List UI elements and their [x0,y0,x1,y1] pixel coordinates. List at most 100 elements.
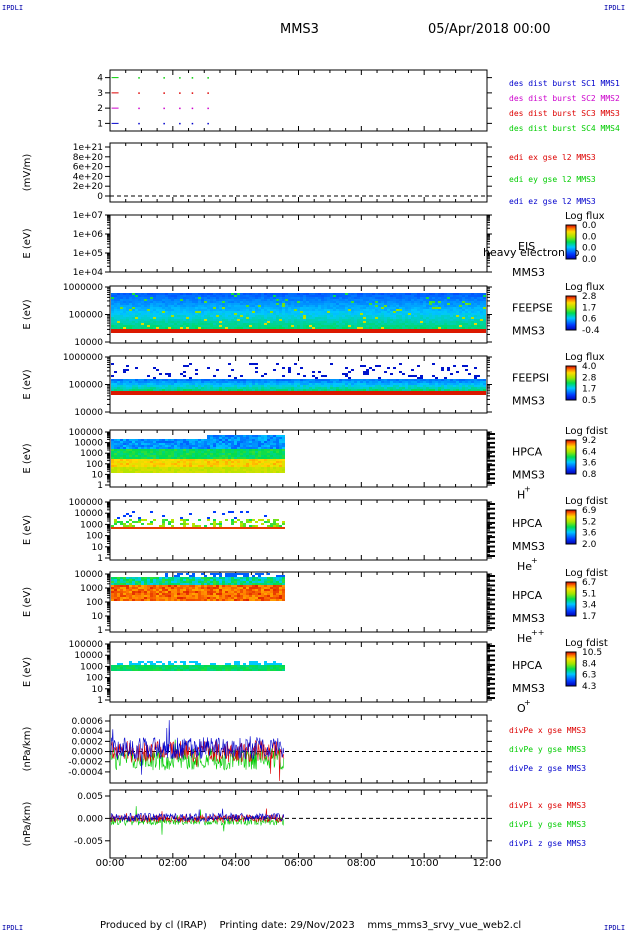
y-tick-label: 100000 [69,498,104,508]
colorbar-tick-label: 6.7 [582,578,596,588]
y-tick-label: 10000 [74,509,103,519]
colorbar-tick-label: 2.0 [582,540,597,550]
burst-mark [179,122,181,125]
colorbar [565,509,577,545]
corner-label: IPDLI [604,924,626,932]
spacecraft-label: MMS3 [512,266,545,279]
x-tick-label: 02:00 [158,858,187,869]
legend-entry: des dist burst SC3 MMS3 [509,109,620,118]
burst-mark [207,107,209,110]
instrument-label: HPCA [512,659,543,672]
y-axis-label: (mV/m) [22,154,33,192]
colorbar [565,439,577,475]
burst-mark [207,122,209,125]
colorbar [565,224,577,260]
colorbar-tick-label: 1.7 [582,303,596,313]
y-tick-label: 10000 [74,651,103,661]
burst-mark [179,92,181,94]
y-tick-label: 100 [86,532,103,542]
colorbar-title: Log fdist [565,568,608,579]
burst-mark [179,107,181,110]
y-tick-label: 1000000 [63,353,103,363]
colorbar-tick-label: 2.8 [582,292,597,302]
panel-frame [109,641,488,703]
species-label: He [517,560,532,573]
x-tick-label: 12:00 [473,858,502,869]
footer-script: mms_mms3_srvy_vue_web2.cl [367,920,522,931]
spectrogram [111,293,486,333]
colorbar-tick-label: 10.5 [582,648,602,658]
instrument-label: HPCA [512,517,543,530]
burst-mark [163,77,165,79]
species-charge: + [524,698,531,707]
x-tick-label: 08:00 [347,858,376,869]
y-tick-label: 10000 [74,338,103,348]
y-tick-label: 4 [97,74,103,84]
colorbar-tick-label: 3.6 [582,529,597,539]
y-axis-label: E (eV) [22,515,33,545]
y-tick-label: -0.0002 [68,758,103,768]
y-tick-label: 10 [92,612,104,622]
footer: Produced by cl (IRAP) Printing date: 29/… [100,920,521,931]
legend-entry: divPi x gse MMS3 [509,801,586,810]
overlay-label: heavy electron to [483,246,580,259]
burst-mark [163,92,165,94]
corner-label: IPDLI [604,4,626,12]
spacecraft-label: MMS3 [512,325,545,338]
spacecraft-label: MMS3 [512,682,545,695]
colorbar-tick-label: 3.4 [582,601,597,611]
species-charge: + [531,556,538,565]
legend-entry: divPe x gse MMS3 [509,726,586,735]
corner-label: IPDLI [2,924,24,932]
spacecraft-label: MMS3 [512,540,545,553]
y-tick-label: 1 [97,626,103,636]
species-charge: + [524,485,531,494]
y-tick-label: -0.0004 [68,768,103,778]
colorbar [565,581,577,617]
colorbar-tick-label: 3.6 [582,459,597,469]
colorbar-tick-label: 9.2 [582,436,596,446]
y-tick-label: 0.0004 [72,727,104,737]
colorbar-tick-label: 5.1 [582,589,596,599]
y-axis-label: (nPa/km) [22,802,33,847]
instrument-label: HPCA [512,589,543,602]
x-tick-label: 10:00 [410,858,439,869]
y-tick-label: 1000 [80,584,103,594]
colorbar-tick-label: 5.2 [582,517,596,527]
y-tick-label: 1e+21 [73,143,103,153]
colorbar [565,651,577,687]
panel-frame [109,499,488,561]
colorbar-title: Log fdist [565,426,608,437]
y-tick-label: 100 [86,598,103,608]
burst-mark [138,107,140,110]
colorbar-tick-label: 0.0 [582,232,597,242]
species-label: O [517,702,526,715]
burst-mark [138,77,140,79]
y-axis-label: E (eV) [22,587,33,617]
y-tick-label: 10000 [74,408,103,418]
y-axis-label: E (eV) [22,369,33,399]
species-charge: ++ [531,628,544,637]
burst-mark [138,92,140,94]
colorbar-tick-label: 0.0 [582,244,597,254]
spacecraft-label: MMS3 [512,469,545,482]
y-tick-label: 8e+20 [73,153,104,163]
colorbar-title: Log flux [565,282,605,293]
spectrogram [111,661,285,671]
burst-mark [207,77,209,79]
y-tick-label: 1e+07 [73,211,103,221]
y-tick-label: 2e+20 [73,182,104,192]
y-tick-label: 4e+20 [73,172,104,182]
spectrogram [111,363,486,395]
colorbar-tick-label: 6.3 [582,671,596,681]
legend-entry: divPe z gse MMS3 [509,764,586,773]
y-tick-label: 0.0000 [72,748,104,758]
legend-entry: divPe y gse MMS3 [509,745,586,754]
y-axis-label: E (eV) [22,657,33,687]
burst-mark [191,92,194,94]
panel-frame [109,214,488,273]
y-tick-label: 0 [97,192,103,202]
series-line [110,808,285,823]
y-tick-label: 2 [97,104,103,114]
species-label: H [517,489,525,502]
